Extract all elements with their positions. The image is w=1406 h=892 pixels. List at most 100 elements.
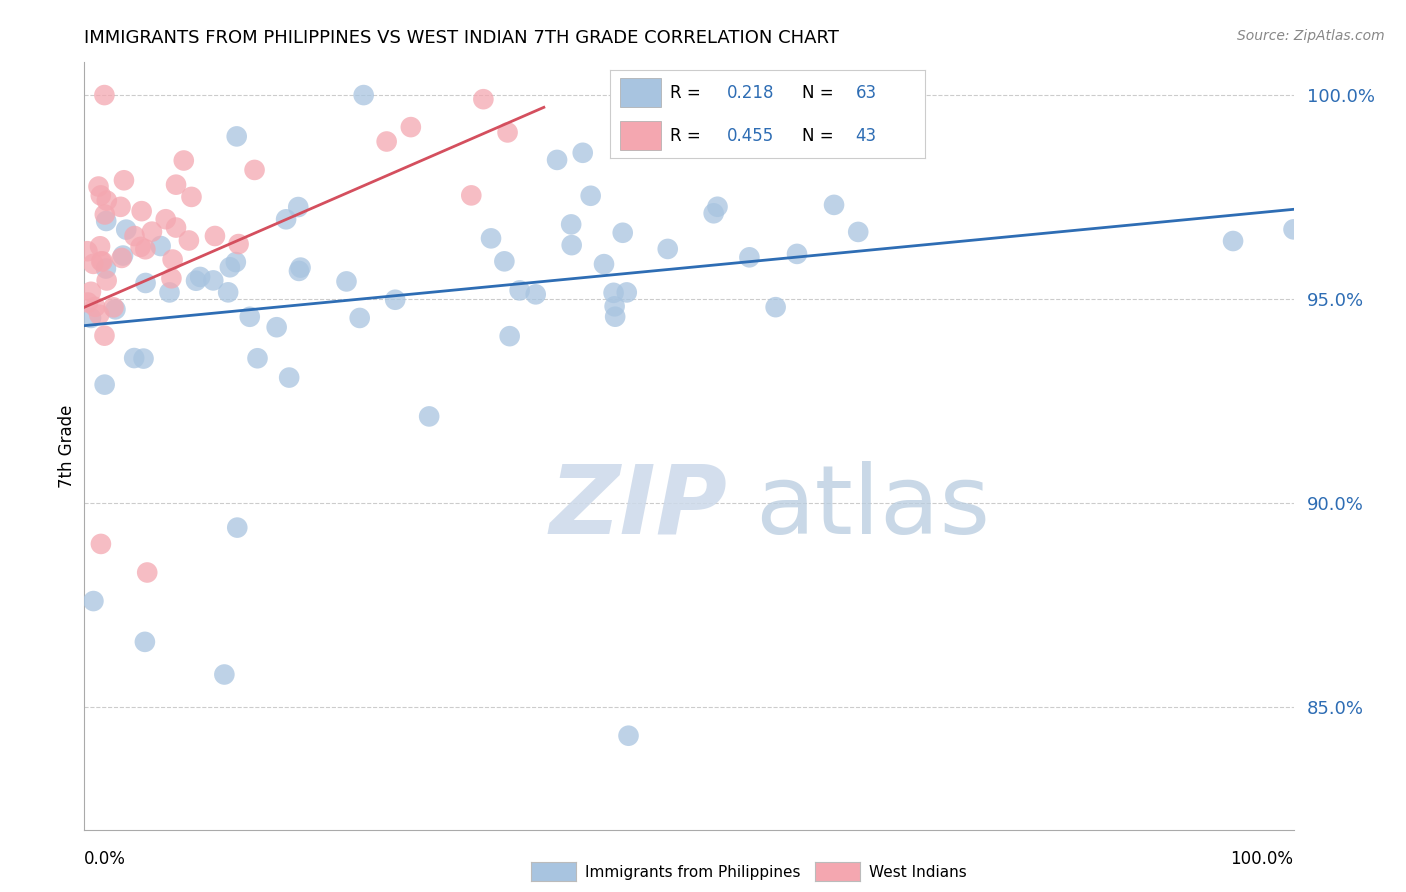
Point [246,351,269,366]
Point [602,285,624,300]
Point [173,153,195,168]
Point [96,273,118,287]
Point [225,255,247,269]
Point [509,284,531,298]
Point [1222,234,1244,248]
Point [184,274,207,288]
Point [274,212,297,227]
Text: 100.0%: 100.0% [1230,850,1294,868]
Point [129,240,152,254]
Point [115,222,138,236]
Point [239,310,262,324]
Point [110,200,132,214]
Point [159,285,181,300]
Point [204,229,226,244]
Point [560,218,582,232]
Point [349,310,371,325]
Point [80,285,103,299]
Point [288,264,311,278]
Point [1282,222,1305,236]
Point [225,129,247,144]
Point [561,238,583,252]
Point [496,125,519,139]
Point [846,225,869,239]
Point [90,188,112,202]
Point [278,370,301,384]
Point [111,251,134,265]
Point [228,237,250,252]
Text: ZIP: ZIP [550,461,728,554]
Point [104,302,127,317]
Point [706,200,728,214]
Point [657,242,679,256]
Point [823,198,845,212]
Point [617,729,640,743]
Point [384,293,406,307]
Point [188,269,211,284]
Point [703,206,725,220]
Point [177,234,200,248]
Point [134,242,156,256]
Point [593,257,616,271]
Point [122,351,145,365]
Point [353,88,375,103]
Point [616,285,638,300]
Point [84,300,107,314]
Point [546,153,568,167]
Point [765,300,787,314]
Text: West Indians: West Indians [869,865,967,880]
Point [165,220,187,235]
Point [180,190,202,204]
Point [149,239,172,253]
Point [479,231,502,245]
Point [90,254,112,268]
Point [136,566,159,580]
Point [472,92,495,106]
Y-axis label: 7th Grade: 7th Grade [58,404,76,488]
Point [738,250,761,264]
Point [141,225,163,239]
Point [160,271,183,285]
Point [162,252,184,267]
Point [132,351,155,366]
Point [131,204,153,219]
Point [112,173,135,187]
Text: Source: ZipAtlas.com: Source: ZipAtlas.com [1237,29,1385,43]
Point [498,329,520,343]
Point [87,179,110,194]
Point [82,594,104,608]
Point [89,239,111,253]
Point [399,120,422,135]
Point [335,274,357,288]
Point [103,301,125,315]
Text: IMMIGRANTS FROM PHILIPPINES VS WEST INDIAN 7TH GRADE CORRELATION CHART: IMMIGRANTS FROM PHILIPPINES VS WEST INDI… [84,29,839,47]
Point [287,200,309,214]
Point [460,188,482,202]
Point [135,276,157,290]
Point [603,299,626,313]
Point [82,257,104,271]
Text: Immigrants from Philippines: Immigrants from Philippines [585,865,800,880]
Point [266,320,288,334]
Point [76,244,98,259]
Point [571,145,593,160]
Point [96,194,118,208]
Point [218,260,240,275]
Point [91,254,114,268]
Point [124,229,146,244]
Point [217,285,239,300]
Point [89,308,111,322]
Point [494,254,516,268]
Point [243,163,266,178]
Point [202,273,225,287]
Point [524,287,547,301]
Point [418,409,440,424]
Point [94,207,117,221]
Point [93,377,115,392]
Point [290,260,312,275]
Point [96,214,118,228]
Point [80,310,103,325]
Point [94,261,117,276]
Point [612,226,634,240]
Point [226,520,249,534]
